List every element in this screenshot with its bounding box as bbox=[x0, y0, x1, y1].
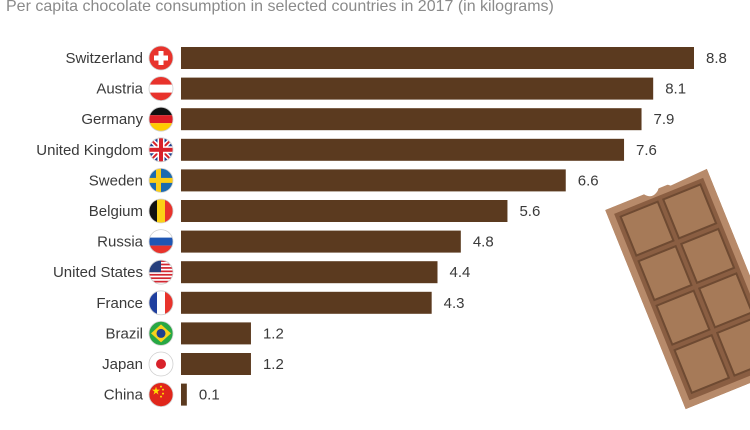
germany-flag-icon bbox=[148, 106, 174, 132]
bar bbox=[181, 169, 566, 192]
category-label: Russia bbox=[97, 234, 144, 251]
belgium-flag-icon bbox=[148, 198, 174, 224]
category-label: Austria bbox=[96, 81, 143, 98]
united-kingdom-flag-icon bbox=[148, 137, 174, 163]
chocolate-bar-icon bbox=[605, 168, 750, 410]
value-label: 7.9 bbox=[654, 111, 675, 128]
category-label: United States bbox=[53, 264, 143, 281]
bar bbox=[181, 108, 642, 131]
austria-flag-icon bbox=[148, 76, 174, 101]
category-label: Japan bbox=[102, 356, 143, 373]
value-label: 4.3 bbox=[444, 295, 465, 312]
value-label: 0.1 bbox=[199, 387, 220, 404]
bar bbox=[181, 322, 251, 345]
bar bbox=[181, 47, 694, 69]
category-label: Belgium bbox=[89, 203, 143, 220]
china-flag-icon bbox=[148, 382, 174, 408]
category-label: United Kingdom bbox=[36, 142, 143, 159]
value-label: 1.2 bbox=[263, 325, 284, 342]
chart-subtitle: Per capita chocolate consumption in sele… bbox=[6, 0, 554, 15]
category-label: Germany bbox=[81, 111, 143, 128]
value-label: 1.2 bbox=[263, 356, 284, 373]
bar bbox=[181, 261, 438, 284]
bar bbox=[181, 77, 654, 100]
japan-flag-icon bbox=[148, 351, 174, 377]
united-states-flag-icon bbox=[148, 259, 174, 285]
value-label: 8.8 bbox=[706, 50, 727, 67]
bar bbox=[181, 353, 251, 375]
value-label: 4.8 bbox=[473, 234, 494, 251]
value-label: 7.6 bbox=[636, 142, 657, 159]
bar bbox=[181, 200, 508, 222]
switzerland-flag-icon bbox=[148, 45, 174, 71]
category-label: Switzerland bbox=[65, 50, 143, 67]
value-label: 5.6 bbox=[519, 203, 540, 220]
category-label: France bbox=[96, 295, 143, 312]
category-label: China bbox=[104, 387, 144, 404]
value-label: 4.4 bbox=[450, 264, 471, 281]
bar bbox=[181, 383, 187, 406]
sweden-flag-icon bbox=[148, 167, 174, 193]
bar bbox=[181, 138, 625, 161]
category-label: Sweden bbox=[89, 172, 143, 189]
bar bbox=[181, 291, 432, 314]
bar bbox=[181, 230, 461, 253]
value-label: 6.6 bbox=[578, 172, 599, 189]
france-flag-icon bbox=[148, 290, 174, 316]
russia-flag-icon bbox=[148, 229, 174, 255]
category-label: Brazil bbox=[105, 325, 143, 342]
value-label: 8.1 bbox=[665, 81, 686, 98]
brazil-flag-icon bbox=[148, 320, 174, 346]
